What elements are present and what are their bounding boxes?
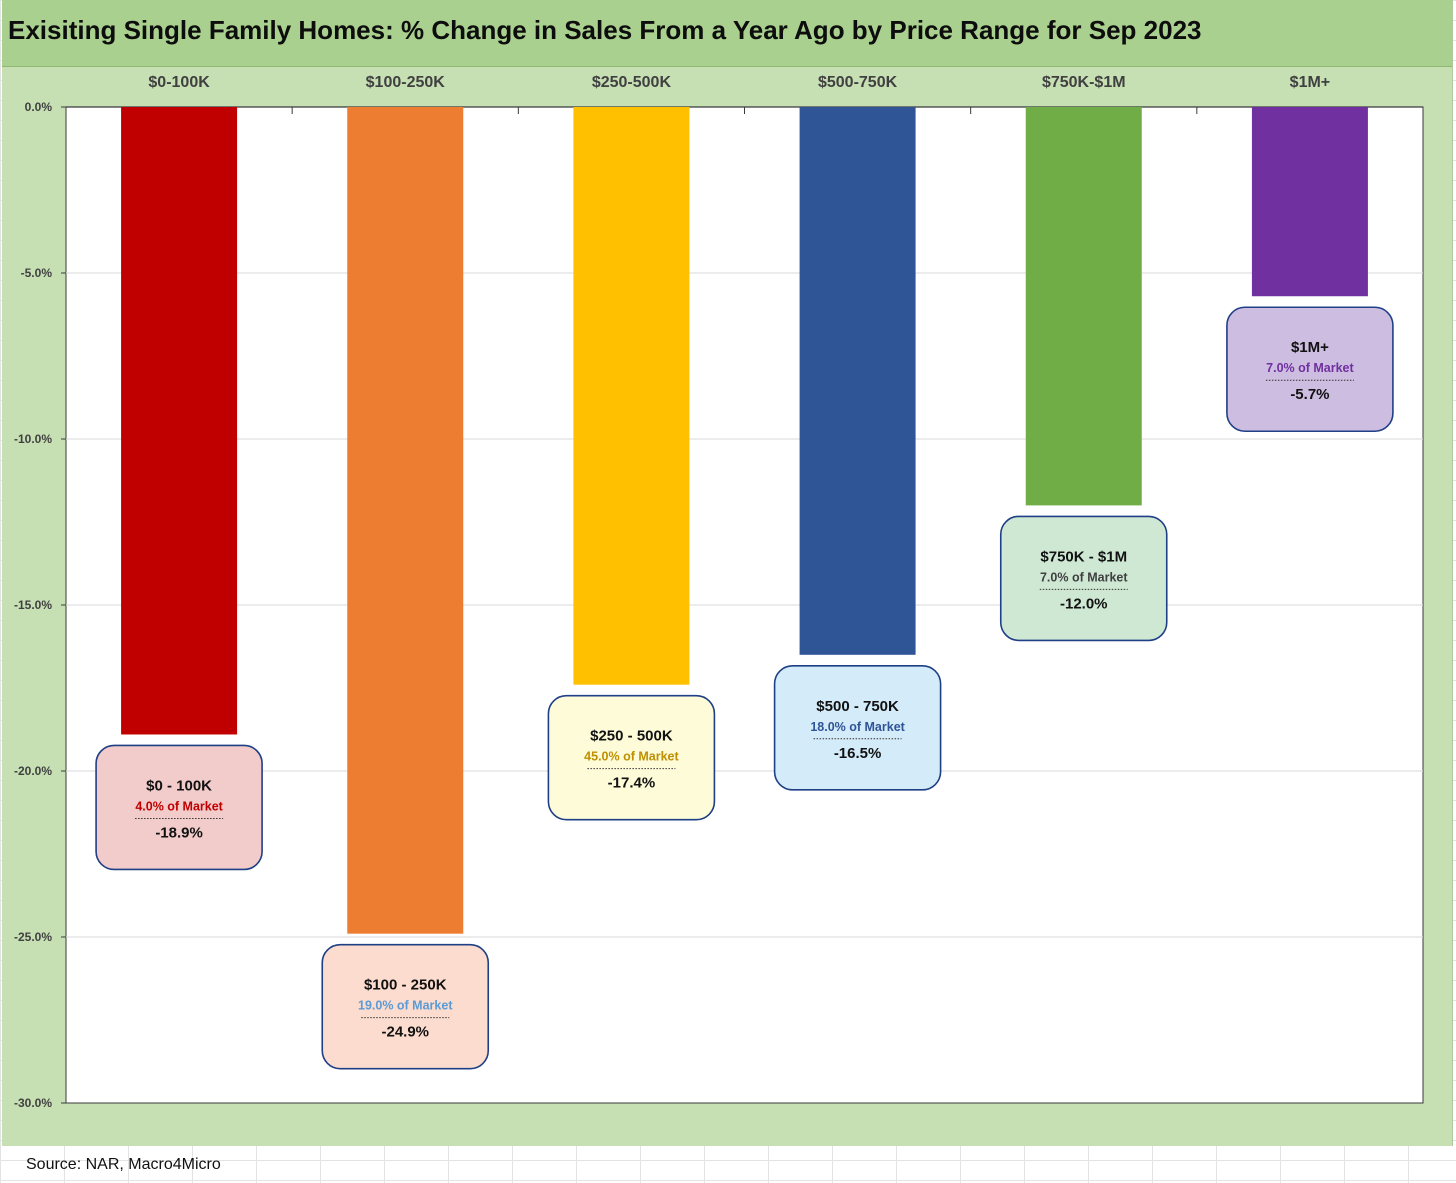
callout-title: $1M+ xyxy=(1291,339,1329,356)
y-tick-label: -20.0% xyxy=(14,764,52,778)
callout-value: -16.5% xyxy=(834,745,882,762)
y-tick-label: -30.0% xyxy=(14,1096,52,1110)
bar xyxy=(799,107,916,655)
category-label: $250-500K xyxy=(592,74,672,91)
bar xyxy=(573,107,690,685)
y-tick-label: -25.0% xyxy=(14,930,52,944)
y-tick-label: -5.0% xyxy=(21,266,53,280)
category-label: $1M+ xyxy=(1290,74,1330,91)
callout-title: $750K - $1M xyxy=(1040,548,1127,565)
source-note: Source: NAR, Macro4Micro xyxy=(26,1156,221,1173)
callout-share: 7.0% of Market xyxy=(1040,570,1128,584)
bar xyxy=(347,107,464,934)
callout-box xyxy=(547,694,716,821)
callout-value: -17.4% xyxy=(608,775,656,792)
y-tick-label: 0.0% xyxy=(25,100,53,114)
callout-value: -24.9% xyxy=(381,1024,429,1041)
callout-share: 19.0% of Market xyxy=(358,999,453,1013)
category-label: $100-250K xyxy=(366,74,446,91)
callout-box xyxy=(773,664,942,791)
callout-value: -18.9% xyxy=(155,824,203,841)
callout-title: $500 - 750K xyxy=(816,698,899,715)
category-label: $750K-$1M xyxy=(1042,74,1126,91)
y-tick-label: -10.0% xyxy=(14,432,52,446)
bar xyxy=(1251,107,1368,297)
callout-box xyxy=(1226,306,1394,433)
category-label: $0-100K xyxy=(148,74,210,91)
callout-share: 4.0% of Market xyxy=(135,799,223,813)
callout-box xyxy=(321,943,490,1070)
bar xyxy=(121,107,238,735)
callout-box xyxy=(95,744,263,871)
callout-box xyxy=(999,515,1168,642)
title-bar: Exisiting Single Family Homes: % Change … xyxy=(2,0,1452,67)
chart-title: Exisiting Single Family Homes: % Change … xyxy=(8,15,1202,45)
callout-value: -12.0% xyxy=(1060,595,1108,612)
category-label: $500-750K xyxy=(818,74,898,91)
callout-share: 7.0% of Market xyxy=(1266,361,1354,375)
bar xyxy=(1025,107,1142,506)
callout-title: $0 - 100K xyxy=(146,777,212,794)
y-tick-label: -15.0% xyxy=(14,598,52,612)
callout-title: $250 - 500K xyxy=(590,728,673,745)
callout-share: 18.0% of Market xyxy=(810,720,905,734)
callout-title: $100 - 250K xyxy=(364,977,447,994)
callout-share: 45.0% of Market xyxy=(584,750,679,764)
callout-value: -5.7% xyxy=(1290,386,1329,403)
